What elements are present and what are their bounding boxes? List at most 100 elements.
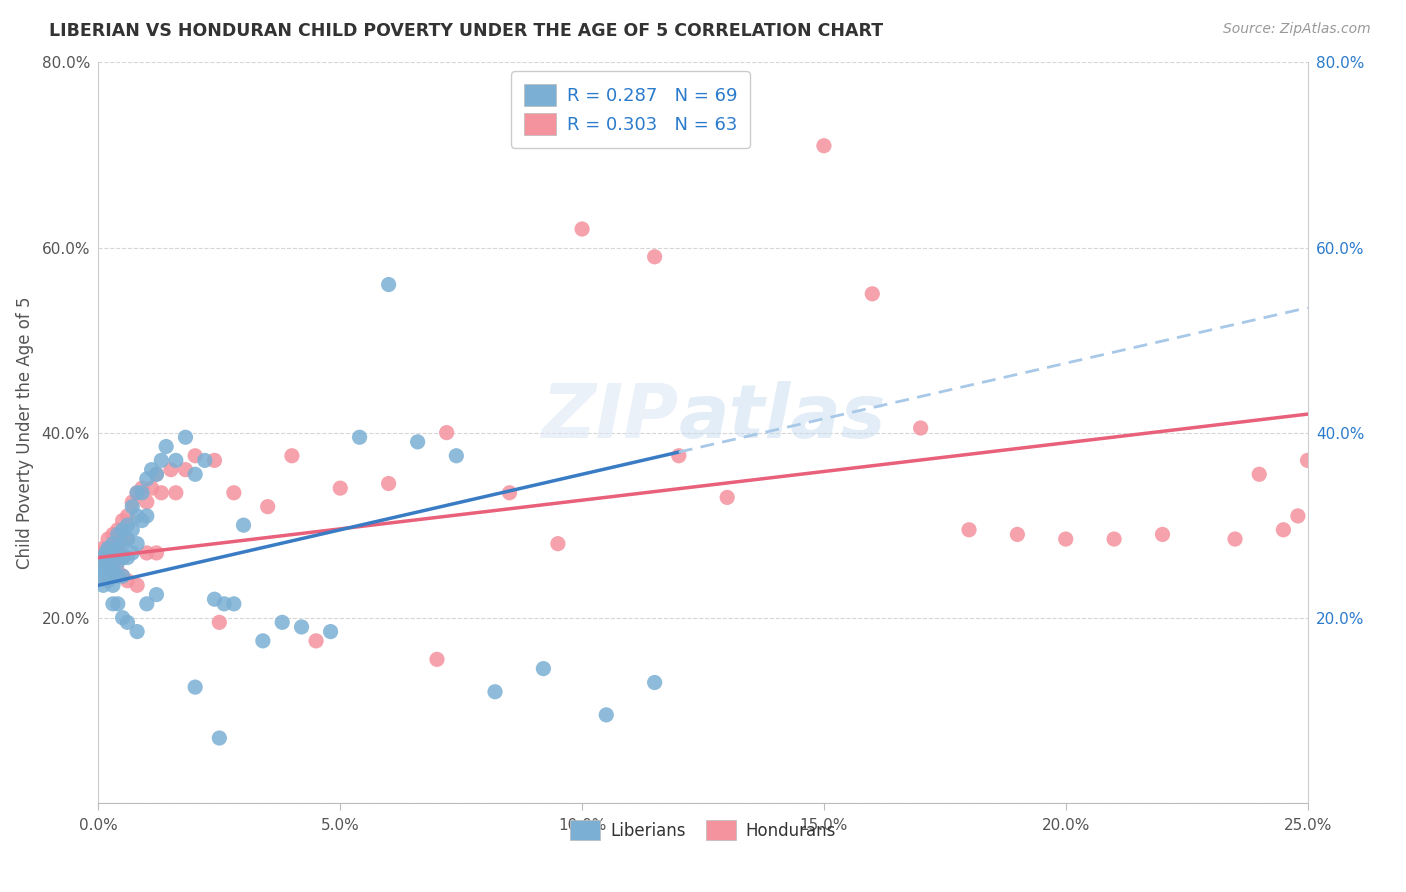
Point xyxy=(131,485,153,500)
Point xyxy=(290,620,312,634)
Point xyxy=(101,546,124,560)
Point xyxy=(97,532,120,546)
Point xyxy=(145,588,167,602)
Point xyxy=(377,476,399,491)
Point xyxy=(256,500,278,514)
Point xyxy=(860,286,883,301)
Point xyxy=(101,565,124,579)
Point xyxy=(107,523,129,537)
Point xyxy=(208,731,231,745)
Point xyxy=(107,565,129,579)
Point xyxy=(127,624,149,639)
Point xyxy=(107,555,129,569)
Point xyxy=(111,536,134,550)
Point xyxy=(91,569,114,583)
Text: ZIP: ZIP xyxy=(541,381,679,454)
Point xyxy=(97,541,120,556)
Point xyxy=(145,546,167,560)
Point xyxy=(94,546,117,560)
Point xyxy=(101,555,124,569)
Point xyxy=(111,569,134,583)
Point xyxy=(121,523,143,537)
Point xyxy=(111,514,134,528)
Point xyxy=(165,453,187,467)
Point xyxy=(446,449,468,463)
Point xyxy=(111,532,134,546)
Point xyxy=(121,495,143,509)
Point xyxy=(141,462,163,476)
Point xyxy=(90,559,112,574)
Point xyxy=(127,578,149,592)
Point xyxy=(101,527,124,541)
Point xyxy=(145,467,167,482)
Point xyxy=(117,532,139,546)
Point xyxy=(1102,532,1125,546)
Point xyxy=(101,578,124,592)
Point xyxy=(1054,532,1077,546)
Point xyxy=(135,472,157,486)
Point xyxy=(174,430,197,444)
Point xyxy=(319,624,342,639)
Point xyxy=(131,481,153,495)
Point xyxy=(271,615,294,630)
Point xyxy=(174,462,197,476)
Point xyxy=(91,541,114,556)
Point xyxy=(547,536,569,550)
Point xyxy=(117,550,139,565)
Point xyxy=(101,565,124,579)
Point xyxy=(208,615,231,630)
Point xyxy=(117,574,139,588)
Point xyxy=(222,485,245,500)
Point xyxy=(1007,527,1029,541)
Point xyxy=(305,633,328,648)
Point xyxy=(107,597,129,611)
Point xyxy=(97,555,120,569)
Point xyxy=(111,550,134,565)
Point xyxy=(107,541,129,556)
Point xyxy=(204,592,226,607)
Point xyxy=(531,662,554,676)
Point xyxy=(1249,467,1271,482)
Point xyxy=(91,565,114,579)
Point xyxy=(145,467,167,482)
Point xyxy=(91,555,114,569)
Y-axis label: Child Poverty Under the Age of 5: Child Poverty Under the Age of 5 xyxy=(15,296,34,569)
Point xyxy=(91,578,114,592)
Point xyxy=(91,550,114,565)
Point xyxy=(349,430,371,444)
Point xyxy=(150,485,173,500)
Point xyxy=(135,495,157,509)
Point xyxy=(194,453,217,467)
Point xyxy=(135,546,157,560)
Point xyxy=(426,652,449,666)
Point xyxy=(107,541,129,556)
Point xyxy=(150,453,173,467)
Point xyxy=(127,536,149,550)
Point xyxy=(111,523,134,537)
Point xyxy=(97,550,120,565)
Point xyxy=(90,546,112,560)
Point xyxy=(160,462,183,476)
Point xyxy=(155,440,177,454)
Point xyxy=(484,685,506,699)
Point xyxy=(111,610,134,624)
Point xyxy=(131,514,153,528)
Point xyxy=(165,485,187,500)
Point xyxy=(644,675,666,690)
Point xyxy=(117,532,139,546)
Point xyxy=(644,250,666,264)
Point xyxy=(101,597,124,611)
Point xyxy=(127,508,149,523)
Point xyxy=(117,615,139,630)
Text: Source: ZipAtlas.com: Source: ZipAtlas.com xyxy=(1223,22,1371,37)
Point xyxy=(281,449,304,463)
Point xyxy=(121,500,143,514)
Point xyxy=(212,597,235,611)
Point xyxy=(111,569,134,583)
Point xyxy=(1152,527,1174,541)
Point xyxy=(127,485,149,500)
Text: LIBERIAN VS HONDURAN CHILD POVERTY UNDER THE AGE OF 5 CORRELATION CHART: LIBERIAN VS HONDURAN CHILD POVERTY UNDER… xyxy=(49,22,883,40)
Point xyxy=(117,518,139,533)
Point xyxy=(436,425,458,440)
Point xyxy=(184,680,207,694)
